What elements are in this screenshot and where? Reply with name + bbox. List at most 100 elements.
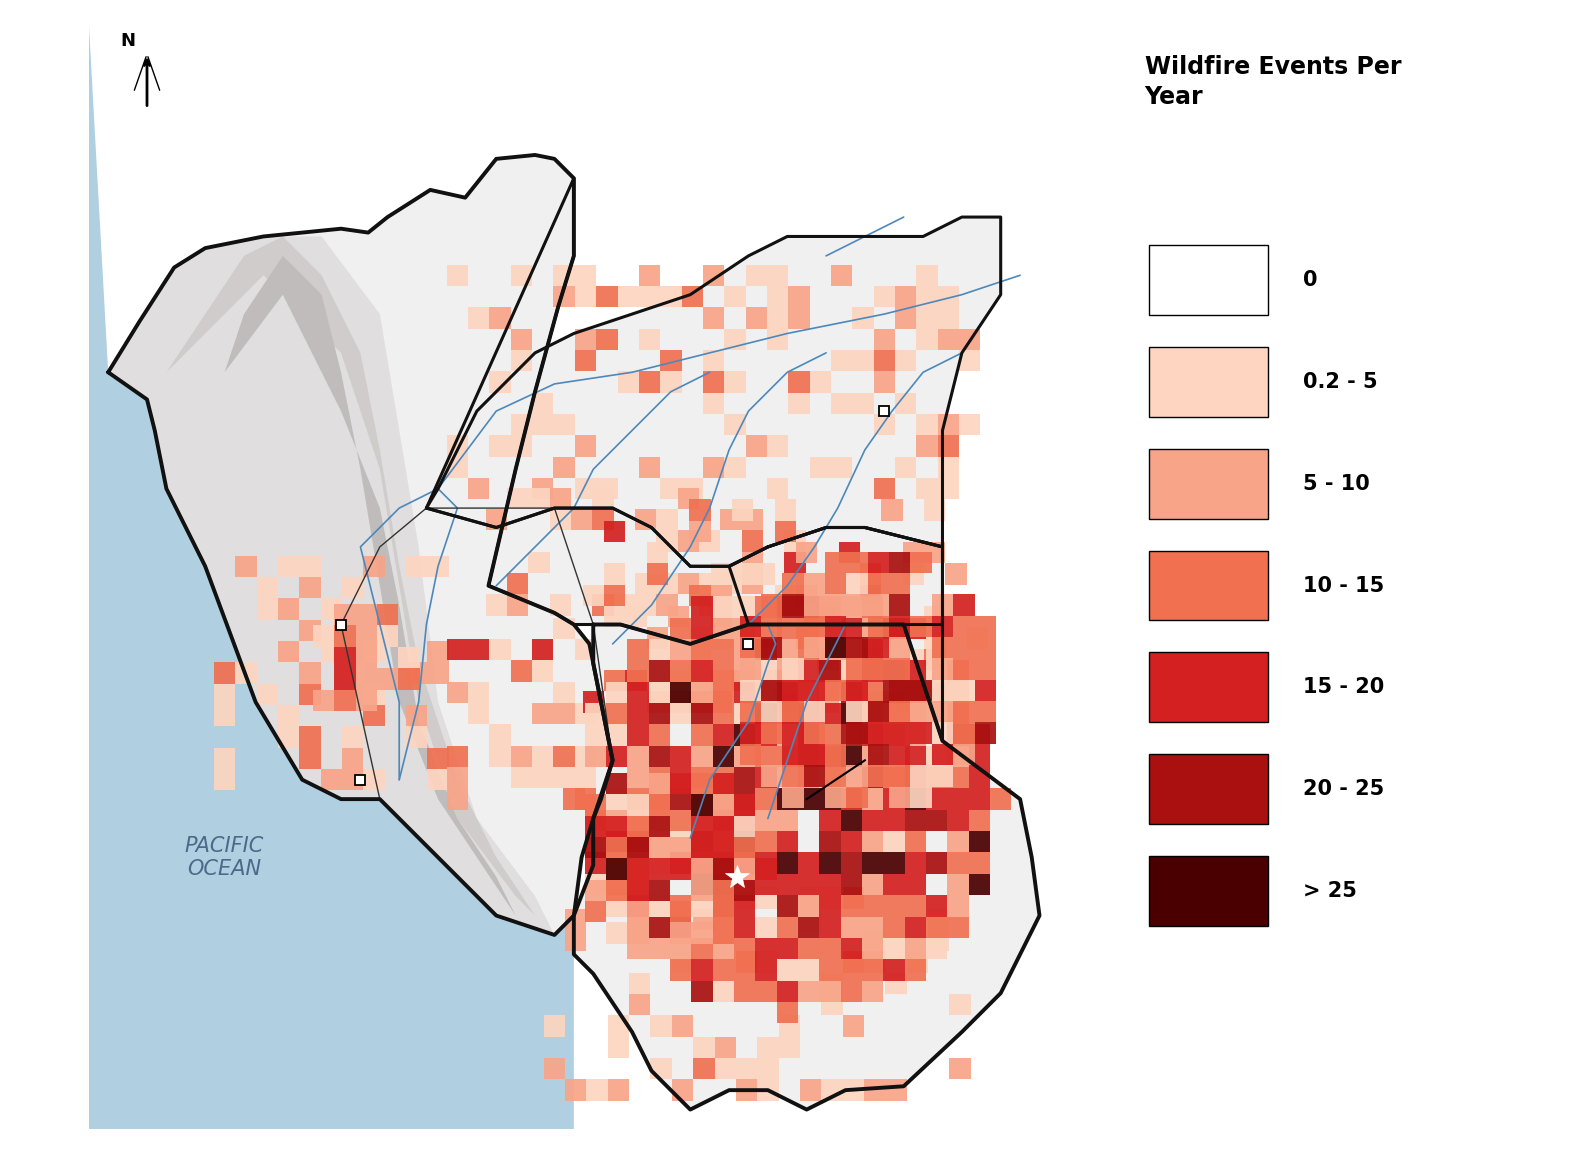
Bar	[846, 787, 869, 808]
Bar	[736, 887, 758, 909]
Bar	[938, 308, 959, 328]
Bar	[596, 328, 617, 350]
Bar	[959, 414, 981, 435]
Bar	[691, 682, 712, 703]
Bar	[745, 265, 767, 286]
Bar	[838, 670, 861, 691]
Bar	[740, 616, 761, 637]
Bar	[626, 725, 649, 745]
Bar	[840, 895, 862, 917]
Bar	[734, 917, 755, 938]
Bar	[511, 435, 532, 456]
Bar	[869, 722, 889, 744]
Bar	[862, 831, 883, 852]
Bar	[826, 637, 846, 659]
Bar	[691, 874, 712, 895]
Bar	[669, 639, 691, 660]
Bar	[968, 831, 990, 852]
Bar	[954, 594, 975, 616]
Bar	[755, 682, 777, 703]
Bar	[968, 810, 990, 831]
Bar	[702, 350, 725, 371]
Bar	[777, 788, 797, 810]
Bar	[895, 286, 916, 308]
Bar	[734, 703, 755, 725]
Bar	[734, 880, 755, 901]
Bar	[740, 744, 761, 765]
Bar	[691, 703, 712, 725]
Bar	[954, 722, 975, 744]
Bar	[565, 930, 587, 952]
Bar	[606, 895, 626, 917]
Bar	[740, 637, 761, 659]
Polygon shape	[108, 236, 554, 935]
Bar	[625, 606, 647, 628]
Bar	[889, 680, 911, 702]
Bar	[740, 680, 761, 702]
Bar	[639, 265, 660, 286]
Bar	[489, 308, 511, 328]
Bar	[767, 328, 788, 350]
Bar	[800, 887, 821, 909]
Bar	[596, 286, 617, 308]
Bar	[626, 660, 649, 682]
Bar	[949, 994, 971, 1015]
Bar	[712, 617, 734, 639]
Bar	[342, 770, 364, 790]
Bar	[626, 938, 649, 960]
Bar	[819, 745, 840, 767]
Bar	[755, 745, 777, 767]
Bar	[626, 703, 649, 725]
Bar	[489, 725, 511, 745]
Bar	[606, 703, 626, 725]
Polygon shape	[574, 624, 1039, 1109]
Bar	[669, 858, 691, 880]
Bar	[691, 773, 712, 794]
Bar	[528, 487, 549, 509]
Bar	[758, 1059, 778, 1079]
Bar	[669, 810, 691, 831]
Bar	[669, 682, 691, 703]
Bar	[905, 703, 925, 725]
Bar	[804, 702, 826, 722]
Bar	[846, 552, 869, 573]
Bar	[797, 788, 819, 810]
Bar	[669, 767, 691, 788]
Text: PACIFIC
OCEAN: PACIFIC OCEAN	[185, 835, 264, 879]
Bar	[364, 641, 384, 662]
Bar	[446, 435, 468, 456]
Bar	[691, 895, 712, 917]
Bar	[905, 960, 925, 980]
Bar	[712, 960, 734, 980]
Bar	[783, 659, 804, 680]
Bar	[797, 960, 819, 980]
Bar	[256, 683, 278, 705]
Bar	[862, 597, 883, 617]
Bar	[804, 680, 826, 702]
Bar	[755, 767, 777, 788]
Bar	[948, 703, 968, 725]
Bar	[554, 745, 574, 767]
Bar	[889, 659, 911, 680]
Bar	[819, 617, 840, 639]
Bar	[819, 895, 840, 917]
Bar	[650, 1059, 672, 1079]
Bar	[669, 831, 691, 852]
Bar	[626, 767, 649, 788]
Bar	[840, 810, 862, 831]
Polygon shape	[225, 256, 516, 916]
Bar	[532, 703, 554, 725]
Bar	[889, 765, 911, 787]
Bar	[862, 745, 883, 767]
Bar	[734, 816, 755, 838]
Bar	[702, 308, 725, 328]
Bar	[649, 938, 669, 960]
Bar	[649, 745, 669, 767]
Bar	[755, 917, 777, 938]
Bar	[321, 770, 342, 790]
Bar	[691, 794, 712, 816]
Bar	[797, 767, 819, 788]
Bar	[699, 594, 720, 616]
Bar	[755, 788, 777, 810]
Bar	[846, 680, 869, 702]
